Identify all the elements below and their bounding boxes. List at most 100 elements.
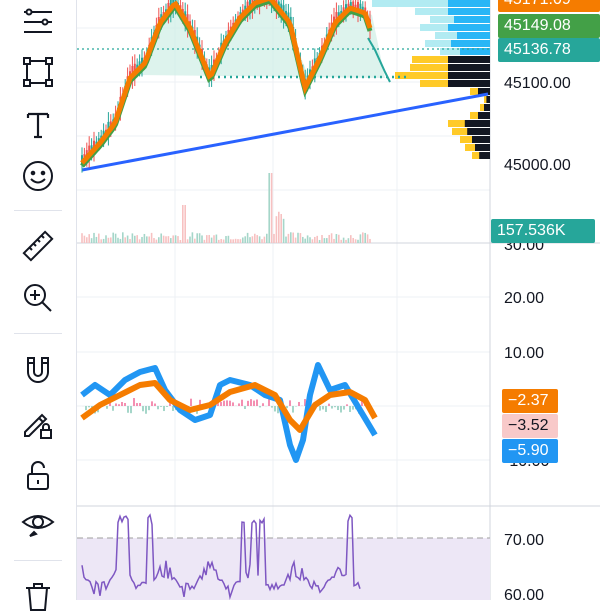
volume-bar	[160, 233, 162, 243]
volume-bar	[364, 233, 366, 243]
volume-bar	[235, 239, 237, 243]
rsi-band	[77, 538, 490, 600]
volume-bar	[98, 234, 100, 243]
volume-bar	[117, 238, 119, 243]
volume-bar	[278, 212, 280, 243]
histogram-bar	[322, 406, 324, 409]
volume-bar	[232, 239, 234, 243]
volume-bar	[290, 232, 292, 243]
volume-bar	[204, 240, 206, 243]
volume-profile-bar	[460, 48, 490, 55]
unlock-icon[interactable]	[14, 454, 62, 498]
volume-bar	[362, 232, 364, 243]
volume-bar	[292, 233, 294, 243]
volume-bar	[168, 236, 170, 243]
volume-bar	[148, 236, 150, 243]
trend-tools-icon[interactable]	[14, 0, 62, 44]
histogram-bar	[130, 406, 132, 413]
volume-bar	[304, 239, 306, 243]
volume-bar	[367, 234, 369, 243]
histogram-bar	[274, 406, 276, 411]
volume-bar	[180, 240, 182, 243]
volume-bar	[244, 236, 246, 243]
histogram-bar	[244, 406, 246, 409]
rectangle-icon[interactable]	[14, 50, 62, 94]
volume-bar	[338, 235, 340, 243]
volume-bar	[88, 234, 90, 243]
price-tag-ma-slow: 45149.08	[498, 14, 600, 38]
histogram-bar	[343, 406, 345, 410]
volume-bar	[340, 240, 342, 243]
volume-bar	[91, 238, 93, 243]
histogram-bar	[157, 406, 159, 409]
volume-bar	[254, 234, 256, 243]
volume-bar	[156, 240, 158, 243]
volume-bar	[230, 239, 232, 243]
volume-bar	[355, 239, 357, 243]
volume-bar	[220, 239, 222, 243]
volume-bar	[225, 236, 227, 243]
eye-icon[interactable]	[14, 502, 62, 546]
histogram-bar	[151, 401, 153, 406]
volume-bar	[132, 233, 134, 243]
volume-bar	[206, 235, 208, 243]
volume-profile-bar	[484, 104, 490, 111]
histogram-bar	[166, 406, 168, 407]
volume-bar	[343, 238, 345, 243]
volume-profile-bar	[486, 96, 490, 103]
volume-bar	[319, 240, 321, 243]
volume-bar	[324, 238, 326, 243]
magnet-icon[interactable]	[14, 348, 62, 392]
volume-bar	[218, 240, 220, 243]
histogram-bar	[142, 406, 144, 411]
text-tool-icon[interactable]	[14, 102, 62, 146]
volume-bar	[247, 233, 249, 243]
histogram-bar	[319, 406, 321, 411]
volume-bar	[268, 173, 270, 243]
histogram-value-tag: −3.52	[502, 414, 558, 438]
volume-bar	[223, 240, 225, 243]
volume-bar	[295, 238, 297, 243]
histogram-bar	[325, 406, 327, 412]
histogram-bar	[121, 402, 123, 406]
histogram-bar	[352, 406, 354, 410]
volume-bar	[312, 239, 314, 243]
histogram-bar	[85, 406, 87, 410]
volume-bar	[326, 238, 328, 243]
volume-profile-bar	[457, 32, 490, 39]
zoom-in-icon[interactable]	[14, 276, 62, 320]
volume-bar	[336, 234, 338, 243]
volume-bar	[151, 233, 153, 243]
toolbar-divider	[14, 333, 62, 334]
volume-bar	[314, 237, 316, 243]
histogram-bar	[115, 403, 117, 406]
volume-bar	[350, 235, 352, 243]
volume-bar	[144, 234, 146, 243]
volume-bar	[345, 240, 347, 243]
volume-profile-bar	[475, 144, 490, 151]
histogram-bar	[268, 399, 270, 406]
histogram-bar	[160, 406, 162, 407]
volume-bar	[273, 234, 275, 243]
trash-icon[interactable]	[14, 572, 62, 616]
pencil-lock-icon[interactable]	[14, 402, 62, 446]
volume-bar	[333, 239, 335, 243]
histogram-bar	[298, 402, 300, 406]
chart-area[interactable]: 45100.00 45000.00 30.00 20.00 10.00 -10.…	[77, 0, 600, 600]
macd-value-tag: −5.90	[502, 439, 558, 463]
histogram-bar	[346, 404, 348, 406]
volume-bar	[172, 235, 174, 243]
trendline[interactable]	[82, 94, 488, 170]
macd-histogram	[82, 398, 372, 414]
emoji-icon[interactable]	[14, 154, 62, 198]
ruler-icon[interactable]	[14, 224, 62, 268]
volume-bar	[216, 235, 218, 243]
volume-bar	[348, 238, 350, 243]
volume-bar	[158, 237, 160, 243]
volume-profile-bar	[451, 40, 490, 47]
histogram-bar	[238, 403, 240, 406]
volume-bar	[120, 239, 122, 243]
volume-bar	[283, 219, 285, 243]
volume-profile-bar	[448, 80, 490, 87]
rsi-axis-label: 60.00	[504, 587, 544, 600]
